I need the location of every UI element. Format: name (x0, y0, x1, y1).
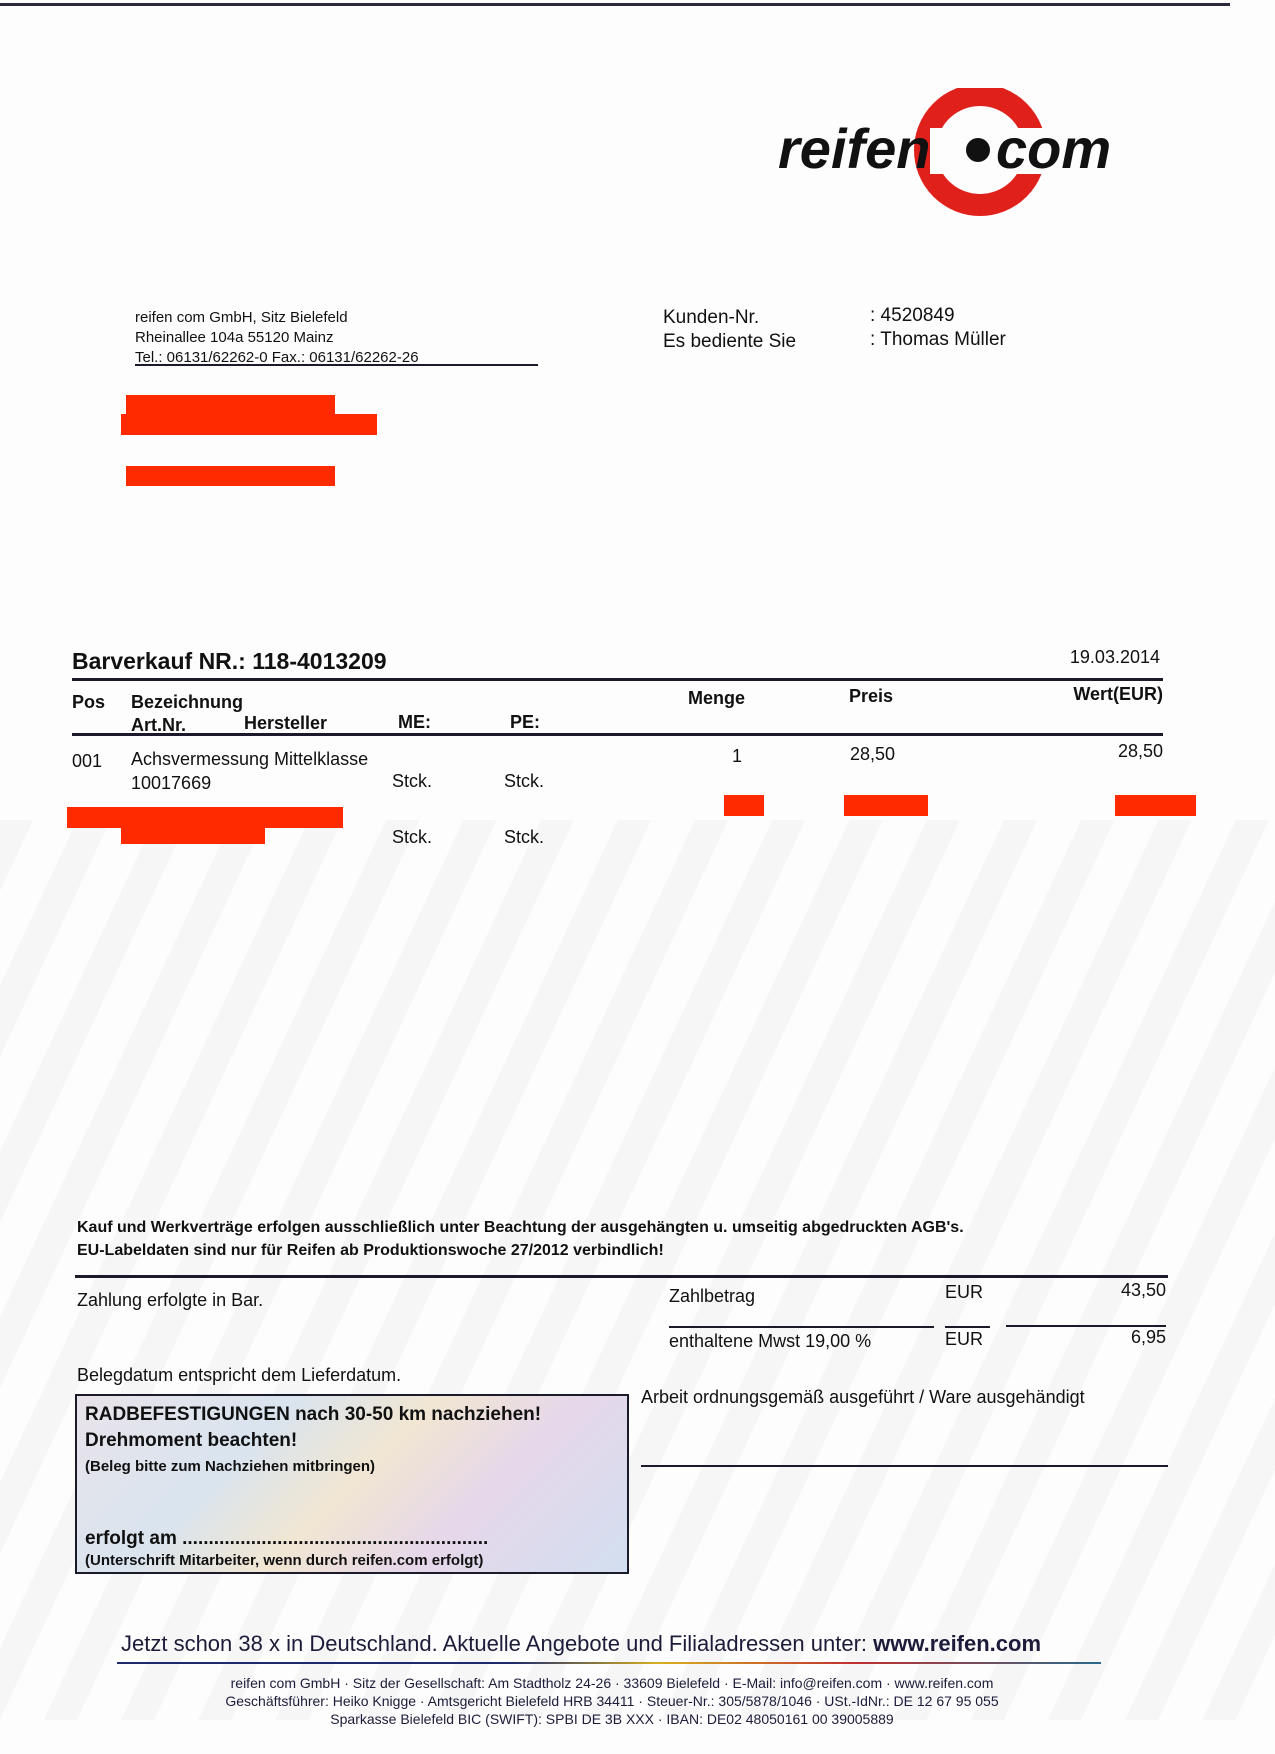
redaction-wert (1115, 795, 1196, 816)
row-bezeichnung: Achsvermessung Mittelklasse (131, 749, 369, 769)
wheel-retightening-notice: RADBEFESTIGUNGEN nach 30-50 km nachziehe… (75, 1394, 629, 1574)
row-pe: Stck. (504, 827, 545, 847)
row-me: Stck. (392, 827, 433, 847)
row-artnr: 10017669 (131, 773, 212, 793)
header-preis: Preis (849, 686, 894, 706)
vat-value: 6,95 (1130, 1327, 1166, 1347)
redaction-bezeichnung (67, 807, 343, 828)
notice-line-3: (Beleg bitte zum Nachziehen mitbringen) (85, 1458, 376, 1475)
sender-underline (135, 364, 538, 366)
footer-rule (117, 1662, 1101, 1664)
tire-tread-watermark (0, 820, 1275, 1720)
sender-line-2: Rheinallee 104a 55120 Mainz (135, 329, 334, 346)
logo-text-left: reifen (778, 117, 931, 180)
header-hersteller: Hersteller (244, 713, 328, 733)
header-bezeichnung: Bezeichnung (131, 692, 244, 712)
total-rule-2 (945, 1326, 990, 1328)
total-currency: EUR (945, 1282, 984, 1302)
redaction-recipient-2 (121, 414, 377, 435)
header-pe: PE: (510, 712, 541, 732)
served-by-value: : Thomas Müller (870, 329, 1006, 350)
footer-slogan-text: Jetzt schon 38 x in Deutschland. Aktuell… (121, 1631, 874, 1656)
footer-line-1: reifen com GmbH · Sitz der Gesellschaft:… (230, 1675, 994, 1691)
notice-line-2: Drehmoment beachten! (85, 1430, 298, 1451)
row-menge: 1 (732, 746, 743, 766)
customer-values: : 4520849 : Thomas Müller (870, 304, 1006, 352)
customer-number-label: Kunden-Nr. (663, 307, 760, 328)
terms-line-1: Kauf und Werkverträge erfolgen ausschlie… (77, 1219, 964, 1236)
confirmation-text: Arbeit ordnungsgemäß ausgeführt / Ware a… (641, 1387, 1085, 1407)
signature-line (641, 1465, 1168, 1467)
totals-top-rule (75, 1275, 1168, 1278)
top-border (0, 3, 1230, 6)
row-pe: Stck. (504, 771, 545, 791)
reifen-com-logo: reifen com (770, 84, 1150, 220)
header-wert: Wert(EUR) (1073, 684, 1163, 704)
customer-number-value: : 4520849 (870, 305, 955, 326)
redaction-recipient-3 (126, 466, 335, 486)
payment-note: Zahlung erfolgte in Bar. (77, 1290, 264, 1310)
sender-address: reifen com GmbH, Sitz Bielefeld Rheinall… (135, 308, 419, 368)
redaction-artnr (121, 827, 265, 844)
header-pos: Pos (72, 692, 106, 712)
header-me: ME: (398, 712, 431, 732)
total-value: 43,50 (1120, 1280, 1166, 1300)
footer-line-3: Sparkasse Bielefeld BIC (SWIFT): SPBI DE… (330, 1711, 894, 1727)
notice-signature-note: (Unterschrift Mitarbeiter, wenn durch re… (85, 1552, 484, 1569)
total-label: Zahlbetrag (669, 1286, 756, 1306)
total-rule-1 (669, 1326, 934, 1328)
row-preis: 28,50 (850, 744, 896, 764)
served-by-label: Es bediente Sie (663, 331, 797, 352)
row-wert: 28,50 (1117, 741, 1163, 761)
invoice-date: 19.03.2014 (1069, 647, 1160, 667)
notice-line-1: RADBEFESTIGUNGEN nach 30-50 km nachziehe… (85, 1404, 542, 1425)
terms-text: Kauf und Werkverträge erfolgen ausschlie… (77, 1216, 964, 1262)
notice-done-label: erfolgt am .............................… (85, 1528, 489, 1549)
redaction-menge (724, 795, 764, 816)
vat-label: enthaltene Mwst 19,00 % (669, 1331, 872, 1351)
logo-text-right: com (996, 117, 1111, 180)
footer-legal: reifen com GmbH · Sitz der Gesellschaft:… (0, 1674, 1224, 1728)
footer-website-link[interactable]: www.reifen.com (873, 1631, 1042, 1656)
terms-line-2: EU-Labeldaten sind nur für Reifen ab Pro… (77, 1242, 664, 1259)
footer-slogan: Jetzt schon 38 x in Deutschland. Aktuell… (121, 1631, 1041, 1657)
redaction-preis (844, 795, 928, 816)
header-menge: Menge (688, 688, 746, 708)
footer-line-2: Geschäftsführer: Heiko Knigge · Amtsgeri… (225, 1693, 999, 1709)
date-note: Belegdatum entspricht dem Lieferdatum. (77, 1365, 402, 1385)
row-me: Stck. (392, 771, 433, 791)
table-top-rule (72, 678, 1163, 681)
sender-line-1: reifen com GmbH, Sitz Bielefeld (135, 309, 348, 326)
header-artnr: Art.Nr. (131, 715, 187, 735)
customer-labels: Kunden-Nr. Es bediente Sie (663, 306, 796, 354)
row-pos: 001 (72, 751, 103, 771)
table-header-rule (72, 733, 1163, 736)
sender-line-3: Tel.: 06131/62262-0 Fax.: 06131/62262-26 (135, 349, 419, 366)
total-rule-3 (1006, 1325, 1166, 1327)
vat-currency: EUR (945, 1329, 984, 1349)
invoice-title: Barverkauf NR.: 118-4013209 (72, 648, 387, 674)
redaction-recipient-1 (126, 395, 335, 415)
